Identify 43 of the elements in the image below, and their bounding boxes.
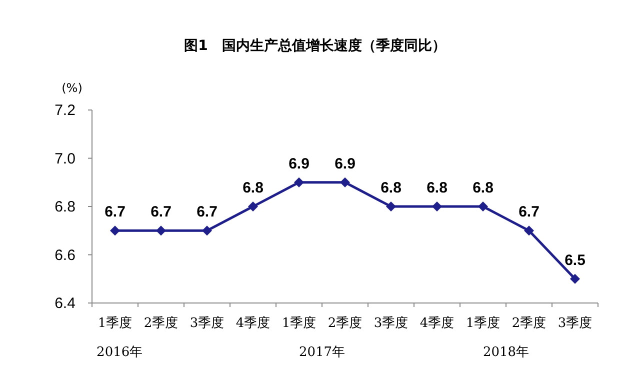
point	[202, 226, 212, 236]
point	[432, 202, 442, 212]
point	[386, 202, 396, 212]
text: 2016年	[96, 345, 143, 360]
point	[248, 202, 258, 212]
point	[156, 226, 166, 236]
y-tick-label: 7.2	[54, 102, 76, 119]
data-label: 6.8	[472, 180, 494, 196]
point	[294, 177, 304, 188]
data-label: 6.9	[288, 155, 310, 172]
x-tick-label: 2季度	[144, 315, 178, 331]
data-label: 6.7	[150, 204, 172, 221]
point	[478, 202, 488, 212]
chart-title: 图1 国内生产总值增长速度（季度同比）	[184, 37, 446, 54]
data-label: 6.7	[104, 204, 126, 221]
y-tick-label: 6.6	[54, 246, 76, 264]
x-tick-label: 1季度	[98, 315, 132, 331]
data-label: 6.8	[242, 180, 264, 196]
x-tick-label: 4季度	[420, 315, 454, 331]
data-label: 6.7	[196, 204, 218, 221]
data-label: 6.8	[426, 180, 448, 196]
data-label: 6.8	[380, 180, 402, 196]
x-tick-label: 3季度	[190, 315, 224, 331]
y-tick-label: 6.8	[54, 198, 76, 216]
y-axis-title: (%)	[62, 81, 82, 95]
point	[340, 177, 350, 188]
x-tick-label: 1季度	[466, 315, 500, 331]
x-tick-label: 2季度	[328, 315, 362, 331]
point	[524, 226, 534, 236]
x-tick-label: 1季度	[282, 315, 316, 331]
point	[110, 226, 120, 236]
text: 2018年	[482, 345, 530, 360]
data-label: 6.5	[564, 252, 586, 269]
data-label: 6.7	[518, 204, 540, 221]
x-tick-label: 3季度	[558, 315, 592, 331]
text: 2017年	[298, 345, 346, 360]
x-tick-label: 4季度	[236, 315, 270, 331]
point	[570, 274, 580, 284]
y-tick-label: 6.4	[54, 295, 76, 312]
x-tick-label: 3季度	[374, 315, 408, 331]
data-label: 6.9	[334, 155, 356, 172]
y-tick-label: 7.0	[54, 150, 76, 168]
x-tick-label: 2季度	[512, 315, 546, 331]
